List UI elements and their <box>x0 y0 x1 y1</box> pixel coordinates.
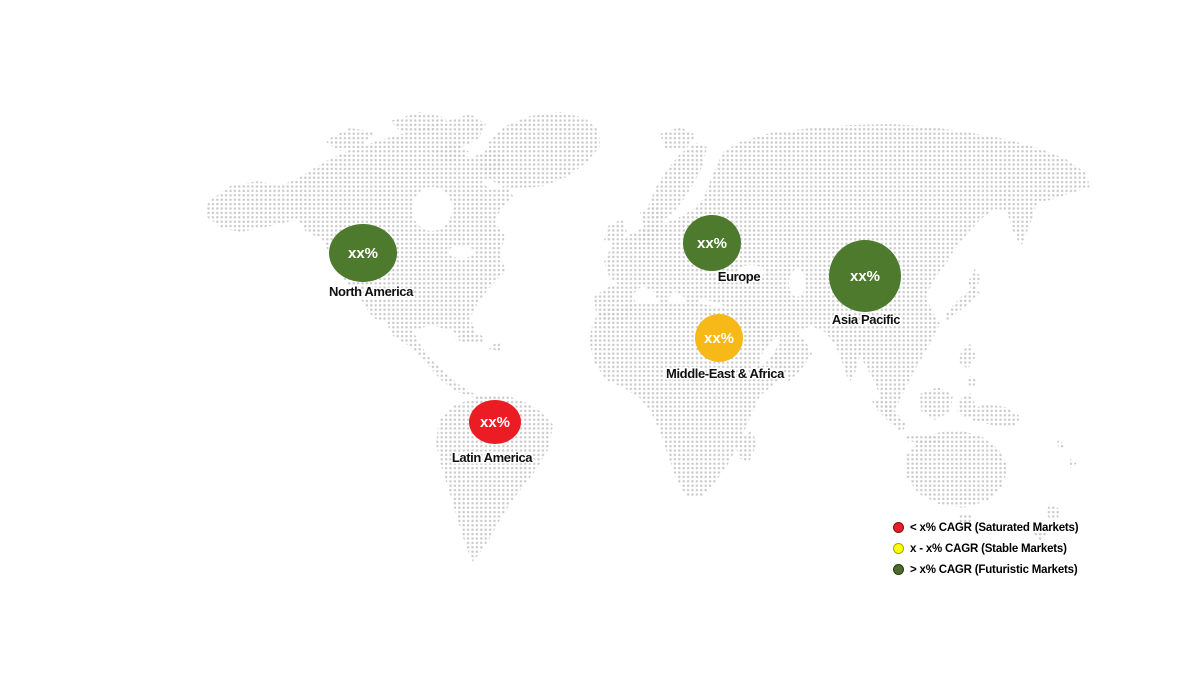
island-madagascar <box>736 431 757 462</box>
pacific-island <box>1070 459 1077 468</box>
island-ireland <box>604 219 627 246</box>
legend: < x% CAGR (Saturated Markets) x - x% CAGR… <box>893 521 1079 584</box>
region-bubble-north-america <box>329 224 397 282</box>
island-sakhalin <box>968 268 981 295</box>
great-lakes <box>448 246 474 258</box>
island-iceland <box>660 127 696 150</box>
region-latin-america: xx% Latin America <box>450 400 535 467</box>
region-label-latin-america: Latin America <box>452 450 533 465</box>
caspian-sea <box>789 269 805 297</box>
bubble-value-asia-pacific: xx% <box>850 268 880 285</box>
island-philippines-south <box>966 376 978 388</box>
bubble-value-latin-america: xx% <box>480 414 510 431</box>
legend-swatch-icon <box>893 522 904 533</box>
island-great-britain <box>639 205 665 248</box>
black-sea <box>738 265 764 279</box>
hudson-bay <box>412 187 452 231</box>
region-label-europe: Europe <box>718 269 761 284</box>
arctic-island <box>325 128 376 151</box>
region-asia-pacific: xx% Asia Pacific <box>829 240 902 329</box>
island-new-zealand-south <box>1032 523 1050 541</box>
region-europe: xx% Europe <box>683 215 762 286</box>
island-japan <box>944 287 980 321</box>
region-bubble-asia-pacific <box>829 240 901 312</box>
island-tasmania <box>958 513 972 525</box>
region-label-middle-east-africa: Middle-East & Africa <box>666 366 785 381</box>
island-borneo <box>920 387 953 420</box>
legend-item-2: > x% CAGR (Futuristic Markets) <box>893 563 1078 576</box>
continent-africa <box>589 302 790 498</box>
region-north-america: xx% North America <box>328 224 416 301</box>
continent-greenland <box>480 112 600 189</box>
bubble-value-europe: xx% <box>697 235 727 252</box>
region-scandinavia <box>648 143 707 221</box>
island-philippines <box>959 344 976 369</box>
legend-swatch-icon <box>893 543 904 554</box>
continent-australia <box>905 430 1008 508</box>
legend-item-0: < x% CAGR (Saturated Markets) <box>893 521 1079 534</box>
legend-swatch-icon <box>893 564 904 575</box>
region-middle-east-africa: xx% Middle-East & Africa <box>665 314 787 383</box>
legend-item-label: x - x% CAGR (Stable Markets) <box>910 542 1067 555</box>
bubble-value-north-america: xx% <box>348 245 378 262</box>
red-sea <box>759 335 781 365</box>
legend-item-label: > x% CAGR (Futuristic Markets) <box>910 563 1078 576</box>
region-label-north-america: North America <box>329 284 414 299</box>
region-bubble-europe <box>683 215 741 271</box>
continents <box>206 112 1090 562</box>
region-bubbles: xx% North America xx% Latin America xx% Europ… <box>328 215 902 467</box>
region-label-asia-pacific: Asia Pacific <box>832 312 900 327</box>
island-sumatra <box>872 398 906 433</box>
region-bubble-latin-america <box>469 400 521 444</box>
island-new-zealand-north <box>1045 503 1061 522</box>
island-cuba <box>455 332 487 344</box>
continent-south-america <box>436 394 553 562</box>
arctic-island <box>390 112 448 133</box>
arctic-island <box>432 142 469 163</box>
legend-item-1: x - x% CAGR (Stable Markets) <box>893 542 1078 555</box>
legend-item-label: < x% CAGR (Saturated Markets) <box>910 521 1079 534</box>
region-bubble-middle-east-africa <box>695 314 743 362</box>
island-new-guinea <box>965 404 1021 428</box>
pacific-island <box>1057 440 1066 451</box>
sea-overlays <box>412 187 805 365</box>
bubble-value-middle-east-africa: xx% <box>704 330 734 347</box>
island-hispaniola <box>489 342 503 351</box>
